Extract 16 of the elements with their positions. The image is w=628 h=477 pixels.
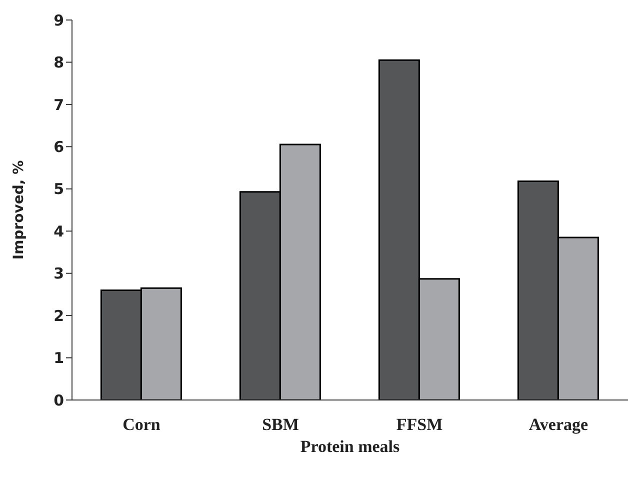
x-tick-label: SBM xyxy=(262,415,299,434)
y-tick-label: 6 xyxy=(54,138,64,156)
x-tick-label: Corn xyxy=(122,415,161,434)
y-tick-label: 2 xyxy=(54,306,64,325)
y-tick-label: 0 xyxy=(54,391,64,410)
y-axis-title: Improved, % xyxy=(10,160,27,260)
y-tick-label: 9 xyxy=(54,11,64,30)
x-axis-title: Protein meals xyxy=(300,437,400,456)
y-tick-label: 8 xyxy=(54,54,64,72)
x-tick-label: FFSM xyxy=(396,415,443,434)
y-tick-label: 5 xyxy=(54,180,64,198)
y-tick-label: 7 xyxy=(54,96,64,114)
y-tick-label: 3 xyxy=(54,264,64,283)
x-tick-label: Average xyxy=(528,415,589,434)
y-tick-label: 1 xyxy=(54,349,64,368)
y-tick-label: 4 xyxy=(54,222,64,240)
